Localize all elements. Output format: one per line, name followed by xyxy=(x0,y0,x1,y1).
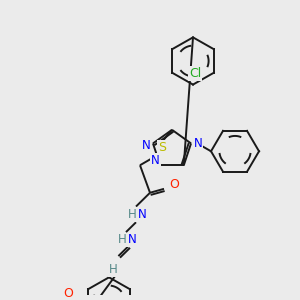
Text: S: S xyxy=(158,141,166,154)
Text: H: H xyxy=(128,208,136,221)
Text: N: N xyxy=(194,137,202,150)
Text: N: N xyxy=(151,154,160,167)
Text: O: O xyxy=(63,286,73,300)
Text: Cl: Cl xyxy=(189,67,201,80)
Text: N: N xyxy=(138,208,146,221)
Text: H: H xyxy=(109,263,117,276)
Text: N: N xyxy=(128,233,136,247)
Text: H: H xyxy=(118,233,126,247)
Text: N: N xyxy=(142,139,150,152)
Text: O: O xyxy=(169,178,179,191)
